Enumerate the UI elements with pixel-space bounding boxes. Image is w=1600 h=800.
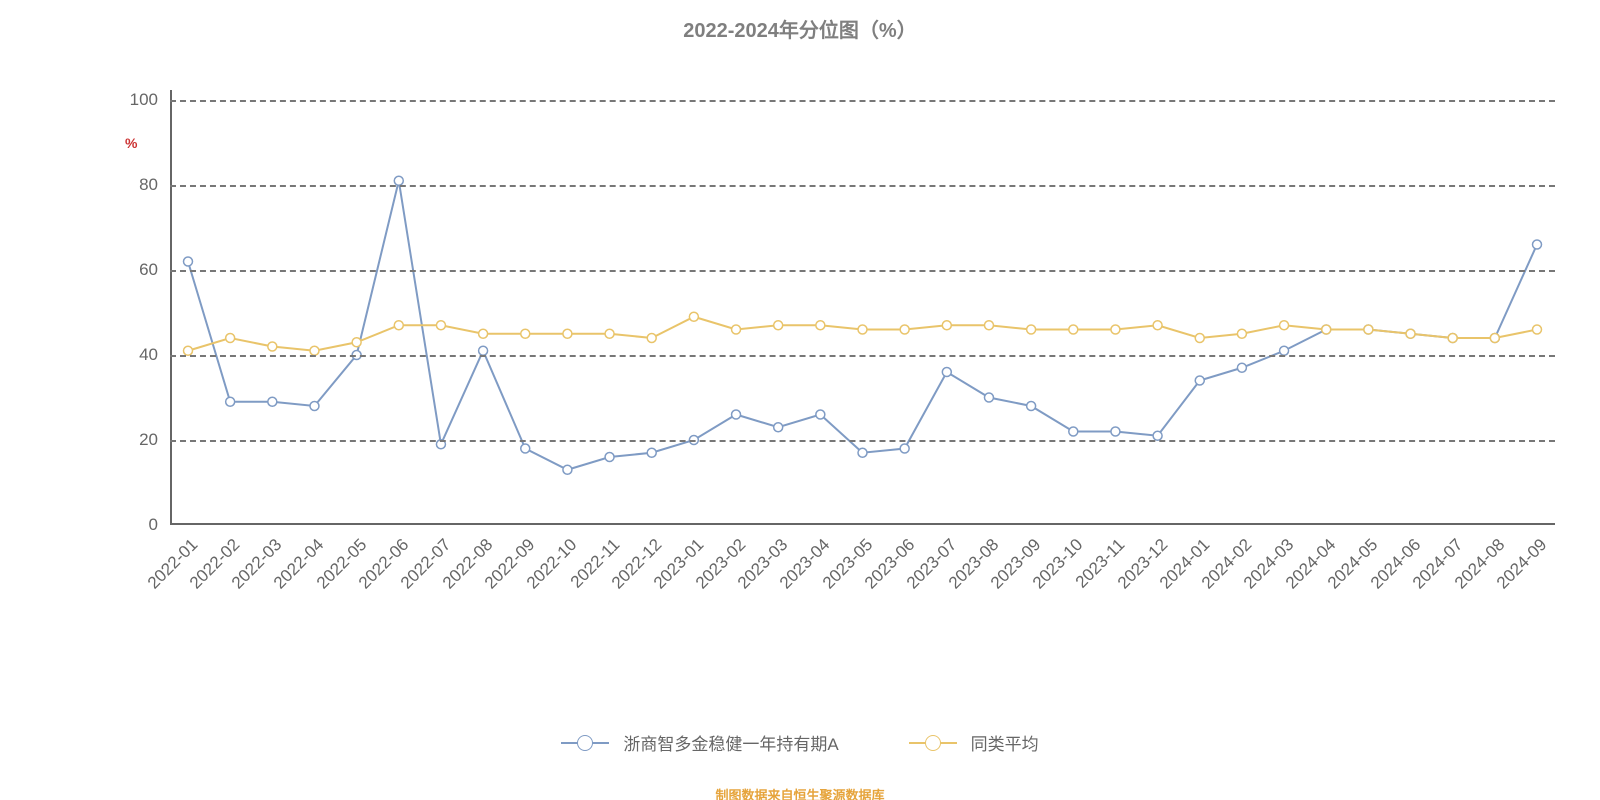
y-tick-label: 100 (130, 90, 170, 110)
grid-line (170, 185, 1555, 187)
series-marker (184, 257, 193, 266)
legend-swatch (909, 742, 957, 744)
series-marker (900, 325, 909, 334)
legend-item: 同类平均 (909, 730, 1039, 755)
series-marker (858, 448, 867, 457)
series-marker (689, 312, 698, 321)
series-marker (774, 321, 783, 330)
legend-marker-icon (577, 735, 593, 751)
series-marker (774, 423, 783, 432)
series-marker (605, 453, 614, 462)
series-marker (1237, 329, 1246, 338)
series-marker (394, 176, 403, 185)
series-marker (1153, 431, 1162, 440)
series-marker (310, 346, 319, 355)
series-marker (1027, 325, 1036, 334)
y-tick-label: 40 (139, 345, 170, 365)
chart-title: 2022-2024年分位图（%） (0, 14, 1600, 43)
series-marker (984, 393, 993, 402)
series-marker (1111, 325, 1120, 334)
series-marker (1153, 321, 1162, 330)
grid-line (170, 270, 1555, 272)
series-marker (436, 321, 445, 330)
series-marker (310, 402, 319, 411)
series-marker (268, 397, 277, 406)
grid-line (170, 100, 1555, 102)
series-marker (816, 410, 825, 419)
legend-label: 同类平均 (971, 730, 1039, 755)
y-tick-label: 20 (139, 430, 170, 450)
series-marker (1406, 329, 1415, 338)
legend: 浙商智多金稳健一年持有期A 同类平均 (0, 730, 1600, 755)
series-marker (1322, 325, 1331, 334)
series-marker (1237, 363, 1246, 372)
series-marker (1533, 240, 1542, 249)
series-marker (1280, 346, 1289, 355)
y-tick-label: 60 (139, 260, 170, 280)
y-axis-unit: % (125, 135, 137, 151)
series-marker (184, 346, 193, 355)
series-marker (352, 338, 361, 347)
series-marker (226, 397, 235, 406)
plot-area: 0204060801002022-012022-022022-032022-04… (170, 100, 1555, 525)
series-marker (268, 342, 277, 351)
series-marker (732, 410, 741, 419)
grid-line (170, 440, 1555, 442)
legend-item: 浙商智多金稳健一年持有期A (561, 730, 838, 755)
series-marker (1490, 334, 1499, 343)
y-tick-label: 0 (149, 515, 170, 535)
series-marker (1364, 325, 1373, 334)
series-marker (1069, 427, 1078, 436)
series-marker (605, 329, 614, 338)
series-marker (1195, 376, 1204, 385)
series-marker (563, 329, 572, 338)
series-marker (1280, 321, 1289, 330)
series-marker (1448, 334, 1457, 343)
series-marker (1111, 427, 1120, 436)
series-marker (816, 321, 825, 330)
legend-swatch (561, 742, 609, 744)
series-marker (647, 448, 656, 457)
chart-svg (170, 100, 1555, 525)
series-marker (942, 368, 951, 377)
series-marker (900, 444, 909, 453)
series-marker (647, 334, 656, 343)
series-marker (394, 321, 403, 330)
series-marker (521, 444, 530, 453)
series-marker (1027, 402, 1036, 411)
series-marker (479, 346, 488, 355)
series-marker (479, 329, 488, 338)
footer-note: 制图数据来自恒生聚源数据库 (0, 785, 1600, 800)
series-marker (984, 321, 993, 330)
series-marker (942, 321, 951, 330)
series-marker (563, 465, 572, 474)
series-marker (1069, 325, 1078, 334)
grid-line (170, 355, 1555, 357)
series-marker (858, 325, 867, 334)
y-tick-label: 80 (139, 175, 170, 195)
series-marker (521, 329, 530, 338)
legend-label: 浙商智多金稳健一年持有期A (623, 730, 838, 755)
series-marker (1533, 325, 1542, 334)
series-marker (1195, 334, 1204, 343)
legend-marker-icon (925, 735, 941, 751)
chart-container: 2022-2024年分位图（%） % 0204060801002022-0120… (0, 0, 1600, 800)
series-marker (732, 325, 741, 334)
series-marker (226, 334, 235, 343)
